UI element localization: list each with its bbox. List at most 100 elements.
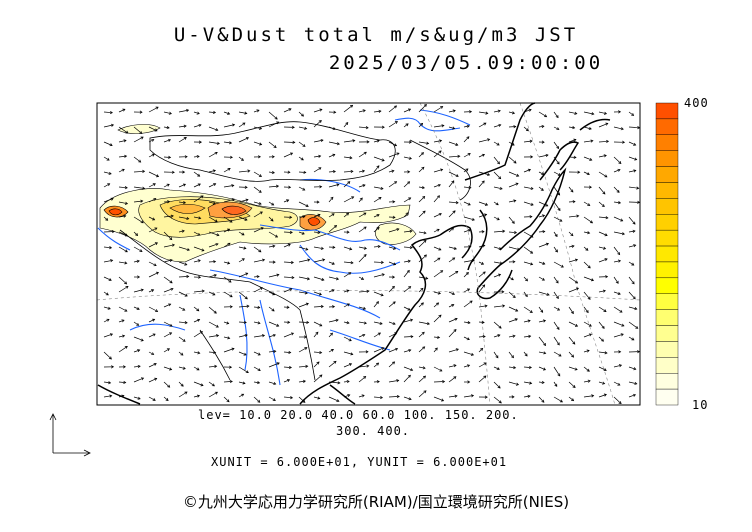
wind-arrow <box>388 396 400 398</box>
wind-arrow-head <box>171 243 175 247</box>
figure-title: U-V&Dust total m/s&ug/m3 JST <box>173 24 579 46</box>
wind-arrow <box>628 141 636 146</box>
wind-arrow-head <box>556 146 560 150</box>
wind-arrow <box>103 141 113 146</box>
wind-arrow-head <box>276 273 280 277</box>
wind-arrow-head <box>631 112 635 116</box>
wind-arrow-head <box>291 125 295 129</box>
colorbar-max-label: 400 <box>684 96 709 110</box>
wind-arrow <box>463 168 469 173</box>
wind-arrow <box>553 156 560 165</box>
wind-arrow <box>193 111 200 115</box>
wind-arrow <box>313 109 323 113</box>
wind-arrow-head <box>318 154 322 158</box>
wind-arrow <box>358 212 367 218</box>
wind-arrow <box>343 303 350 308</box>
wind-arrow <box>268 396 276 401</box>
wind-arrow-head <box>362 184 366 188</box>
wind-arrow <box>298 321 309 323</box>
wind-arrow-head <box>380 186 384 190</box>
wind-arrow-head <box>184 293 188 297</box>
wind-arrow-head <box>376 301 379 305</box>
wind-arrow-head <box>381 125 385 129</box>
wind-arrow-head <box>587 231 591 235</box>
wind-arrow <box>388 332 397 338</box>
wind-arrow <box>388 170 394 173</box>
wind-arrow-head <box>200 195 204 199</box>
wind-arrow-head <box>332 245 336 249</box>
wind-arrow-head <box>454 317 458 321</box>
wind-arrow <box>448 246 457 250</box>
wind-arrow <box>478 154 485 158</box>
wind-arrow-head <box>215 324 219 328</box>
wind-arrow-head <box>440 168 444 172</box>
wind-arrow-head <box>396 394 400 399</box>
wind-arrow <box>583 350 590 353</box>
wind-arrow-head <box>603 111 608 115</box>
wind-arrow-head <box>514 318 518 322</box>
wind-arrow-head <box>304 347 308 350</box>
wind-arrow <box>613 246 620 255</box>
wind-arrow <box>133 365 141 368</box>
wind-arrow-head <box>300 157 304 161</box>
wind-arrow-head <box>470 394 475 398</box>
wind-arrow-head <box>465 272 469 275</box>
wind-arrow <box>103 276 112 281</box>
wind-arrow <box>373 245 381 248</box>
wind-arrow-head <box>499 261 503 265</box>
wind-arrow <box>178 125 187 128</box>
wind-arrow-head <box>287 243 291 247</box>
wind-arrow <box>508 366 516 369</box>
wind-arrow-head <box>108 171 112 175</box>
wind-arrow <box>298 126 307 130</box>
wind-arrow <box>313 139 324 143</box>
wind-arrow <box>103 231 115 233</box>
wind-arrow-head <box>347 181 351 185</box>
wind-arrow <box>208 391 218 398</box>
wind-arrow-head <box>603 154 607 158</box>
wind-arrow-head <box>409 245 413 250</box>
wind-arrow-head <box>530 155 534 159</box>
wind-arrow-head <box>335 318 339 322</box>
wind-arrow-head <box>511 220 515 224</box>
wind-arrow <box>448 227 454 233</box>
wind-arrow <box>373 347 385 353</box>
wind-arrow-head <box>572 341 576 345</box>
wind-arrow-head <box>496 217 500 221</box>
wind-arrow-head <box>631 281 635 285</box>
wind-arrow <box>463 321 471 324</box>
wind-arrow <box>628 381 637 385</box>
wind-arrow <box>388 181 397 188</box>
wind-arrow-head <box>421 185 425 190</box>
colorbar-segment <box>655 198 679 215</box>
wind-arrow <box>238 216 248 221</box>
wind-arrow-head <box>554 233 558 238</box>
wind-arrow <box>178 137 187 143</box>
wind-arrow-head <box>347 394 351 398</box>
wind-arrow-head <box>482 244 486 248</box>
wind-arrow <box>478 180 485 188</box>
wind-arrow-head <box>198 275 202 279</box>
wind-arrow-head <box>243 320 247 324</box>
wind-arrow-head <box>124 261 128 265</box>
wind-arrow-head <box>246 304 250 308</box>
wind-arrow <box>478 214 487 218</box>
wind-arrow-head <box>331 261 335 265</box>
wind-arrow-head <box>512 295 516 299</box>
wind-arrow-head <box>231 198 235 202</box>
wind-arrow <box>508 231 517 234</box>
wind-arrow <box>238 291 248 300</box>
wind-arrow-head <box>601 204 605 208</box>
wind-arrow <box>148 242 158 248</box>
wind-arrow-head <box>363 151 367 155</box>
wind-arrow-head <box>259 142 263 146</box>
wind-arrow-head <box>169 258 173 262</box>
wind-arrow-head <box>154 128 158 132</box>
wind-arrow <box>208 335 219 338</box>
wind-arrow <box>403 230 413 233</box>
wind-arrow-head <box>245 137 250 140</box>
wind-arrow-head <box>616 189 620 193</box>
wind-arrow-head <box>302 215 306 219</box>
wind-arrow <box>238 258 245 263</box>
wind-arrow-head <box>554 383 558 387</box>
